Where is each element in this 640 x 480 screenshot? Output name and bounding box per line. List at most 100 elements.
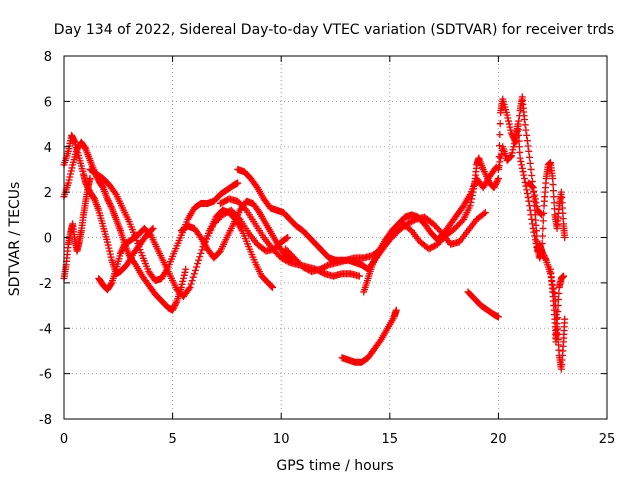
data-point	[468, 195, 476, 203]
data-point	[520, 116, 528, 124]
data-point	[106, 199, 114, 207]
data-point	[551, 205, 559, 213]
data-point	[66, 173, 74, 181]
data-point	[468, 192, 476, 200]
data-point	[106, 247, 114, 255]
data-point	[523, 137, 531, 145]
data-point	[528, 182, 536, 190]
data-point	[107, 202, 115, 210]
data-point	[523, 186, 531, 194]
data-point	[182, 265, 190, 273]
data-point	[187, 280, 195, 288]
y-tick-label: -4	[39, 322, 52, 337]
y-tick-label: 8	[44, 50, 52, 65]
data-point	[119, 245, 127, 253]
data-point	[549, 285, 557, 293]
data-point	[171, 300, 179, 308]
data-point	[503, 111, 511, 119]
data-point	[135, 243, 143, 251]
data-point	[469, 188, 477, 196]
data-point	[197, 249, 205, 257]
data-point	[495, 142, 503, 150]
data-point	[118, 246, 126, 254]
data-point	[520, 171, 528, 179]
data-point	[507, 126, 515, 134]
data-point	[133, 237, 141, 245]
data-point	[561, 315, 569, 323]
data-point	[481, 209, 489, 217]
series-arc11	[338, 306, 400, 366]
data-point	[518, 161, 526, 169]
y-tick-label: -6	[39, 368, 52, 383]
data-point	[179, 277, 187, 285]
data-point	[524, 142, 532, 150]
data-point	[553, 320, 561, 328]
data-point	[104, 241, 112, 249]
data-point	[106, 250, 114, 258]
data-point	[90, 194, 98, 202]
data-point	[492, 181, 500, 189]
x-tick-label: 5	[168, 432, 176, 447]
data-point	[517, 157, 525, 165]
data-point	[466, 202, 474, 210]
x-axis-label: GPS time / hours	[276, 458, 393, 474]
data-point	[241, 205, 249, 213]
data-point	[170, 303, 178, 311]
data-point	[528, 171, 536, 179]
data-point	[491, 182, 499, 190]
series-arc17	[547, 265, 568, 346]
data-point	[203, 235, 211, 243]
data-point	[520, 175, 528, 183]
data-point	[132, 234, 140, 241]
data-point	[494, 165, 502, 173]
data-point	[268, 283, 276, 291]
data-point	[496, 158, 504, 166]
data-point	[538, 247, 546, 255]
data-point	[206, 229, 214, 237]
data-point	[204, 232, 212, 240]
data-point	[539, 224, 547, 232]
data-point	[560, 272, 568, 280]
data-point	[186, 283, 194, 291]
data-point	[516, 154, 524, 162]
data-point	[104, 196, 112, 204]
data-point	[523, 131, 531, 139]
data-point	[107, 280, 115, 288]
data-point	[554, 302, 562, 310]
data-point	[561, 234, 569, 241]
data-point	[528, 183, 536, 191]
data-point	[105, 198, 113, 206]
data-point	[189, 273, 197, 281]
data-point	[169, 306, 177, 314]
data-point	[82, 179, 90, 187]
data-point	[195, 256, 203, 264]
data-point	[116, 249, 124, 257]
y-tick-label: 6	[44, 95, 52, 110]
data-point	[549, 187, 557, 195]
data-point	[524, 193, 532, 201]
data-point	[538, 240, 546, 248]
data-point	[178, 280, 186, 288]
y-tick-label: -8	[39, 413, 52, 428]
data-point	[64, 179, 72, 187]
data-point	[515, 117, 523, 125]
data-point	[269, 283, 277, 291]
data-point	[98, 182, 106, 190]
data-point	[68, 164, 76, 172]
data-series	[60, 93, 569, 373]
data-point	[549, 175, 557, 183]
data-point	[283, 234, 291, 242]
data-point	[208, 223, 216, 231]
data-point	[169, 305, 177, 313]
data-point	[492, 179, 500, 187]
data-point	[67, 170, 75, 178]
data-point	[196, 253, 204, 261]
data-point	[525, 147, 533, 155]
data-point	[505, 117, 513, 125]
data-point	[549, 181, 557, 189]
data-point	[172, 299, 180, 307]
data-point	[137, 249, 145, 257]
data-point	[526, 159, 534, 167]
y-axis-label: SDTVAR / TECUs	[7, 182, 23, 297]
data-point	[539, 217, 547, 225]
